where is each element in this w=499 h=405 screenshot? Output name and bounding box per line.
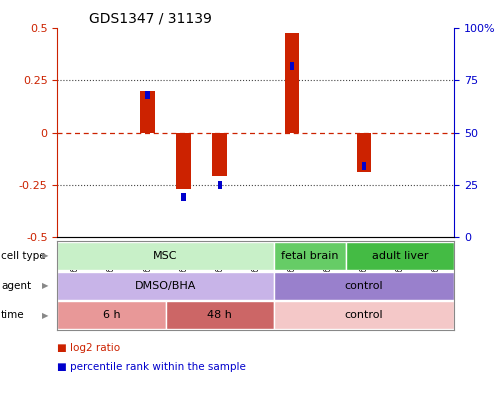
Text: control: control — [345, 281, 383, 290]
Bar — [177, 133, 191, 189]
Text: 48 h: 48 h — [207, 311, 232, 320]
Text: ■ percentile rank within the sample: ■ percentile rank within the sample — [57, 362, 247, 371]
Text: DMSO/BHA: DMSO/BHA — [135, 281, 196, 290]
Bar — [289, 62, 294, 70]
Bar — [140, 91, 155, 133]
Text: cell type: cell type — [1, 251, 45, 260]
Bar — [166, 301, 274, 330]
Bar — [284, 32, 299, 133]
Bar — [182, 193, 186, 201]
Text: ▶: ▶ — [42, 281, 49, 290]
Bar — [57, 241, 274, 270]
Bar — [274, 241, 346, 270]
Bar — [362, 162, 366, 170]
Text: agent: agent — [1, 281, 31, 290]
Bar — [57, 271, 274, 300]
Text: MSC: MSC — [153, 251, 178, 260]
Bar — [57, 301, 166, 330]
Text: time: time — [1, 311, 24, 320]
Text: ▶: ▶ — [42, 311, 49, 320]
Bar — [274, 301, 454, 330]
Text: ▶: ▶ — [42, 251, 49, 260]
Text: ■ log2 ratio: ■ log2 ratio — [57, 343, 121, 353]
Bar — [274, 271, 454, 300]
Bar — [357, 133, 371, 172]
Text: fetal brain: fetal brain — [281, 251, 339, 260]
Text: GDS1347 / 31139: GDS1347 / 31139 — [89, 12, 212, 26]
Bar — [213, 133, 227, 177]
Text: control: control — [345, 311, 383, 320]
Bar — [145, 91, 150, 99]
Text: 6 h: 6 h — [103, 311, 120, 320]
Bar — [346, 241, 454, 270]
Text: adult liver: adult liver — [372, 251, 428, 260]
Bar — [218, 181, 222, 189]
